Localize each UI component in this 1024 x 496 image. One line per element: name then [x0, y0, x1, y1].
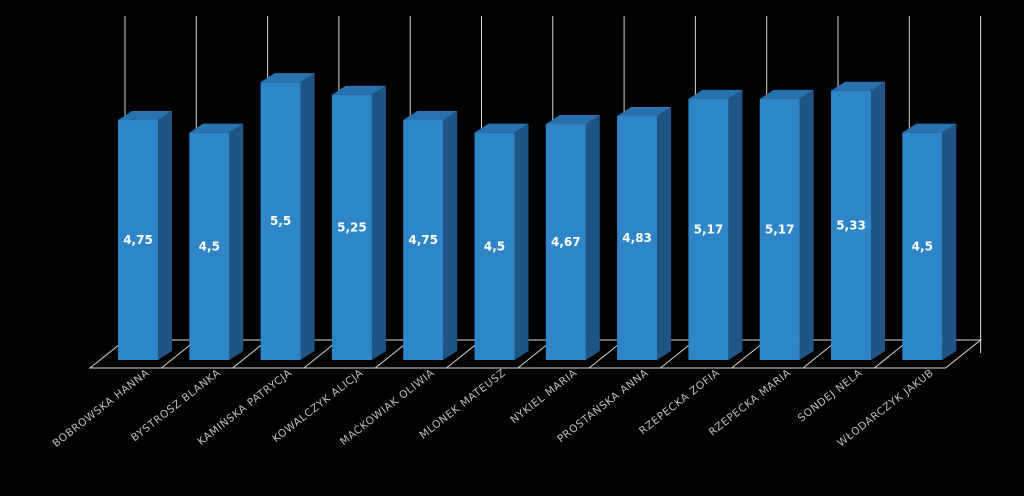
- bar: [118, 120, 158, 360]
- bar-top: [189, 123, 244, 133]
- data-label: 4,67: [551, 235, 581, 249]
- data-label: 4,83: [622, 231, 652, 245]
- bar: [831, 90, 871, 360]
- data-label: 5,5: [270, 214, 291, 228]
- bar-side: [514, 123, 529, 360]
- bar: [759, 98, 800, 360]
- bar-top: [831, 81, 885, 91]
- data-label: 4,75: [408, 233, 438, 247]
- data-label: 4,5: [484, 239, 505, 253]
- bar-side: [657, 107, 672, 360]
- bar-side: [585, 115, 600, 361]
- data-label: 5,25: [337, 220, 367, 234]
- bar-side: [443, 111, 458, 360]
- bar: [617, 116, 658, 360]
- data-label: 5,17: [694, 222, 724, 236]
- bar-side: [158, 111, 172, 360]
- data-label: 4,5: [199, 239, 220, 253]
- data-label: 4,75: [123, 233, 153, 247]
- data-label: 4,5: [912, 239, 933, 253]
- bar: [403, 120, 444, 360]
- bar: [688, 98, 729, 360]
- bar-side: [871, 81, 885, 360]
- bar: [545, 124, 586, 361]
- bar-side: [728, 89, 743, 360]
- bar: [331, 94, 372, 360]
- bar-top: [260, 73, 315, 83]
- x-tick-label: NYKIEL MARIA: [508, 367, 579, 427]
- data-label: 5,33: [836, 218, 866, 232]
- bar-side: [799, 89, 814, 360]
- bar-side: [371, 85, 386, 360]
- bar-top: [688, 89, 743, 99]
- bar: [260, 82, 301, 360]
- bar-side: [300, 73, 315, 360]
- data-label: 5,17: [765, 222, 795, 236]
- bar-side: [942, 123, 957, 360]
- bar-top: [902, 123, 957, 133]
- bar: [902, 132, 943, 360]
- bar-top: [545, 115, 600, 125]
- bar-top: [403, 111, 458, 121]
- bar-side: [229, 123, 244, 360]
- bar-top: [759, 89, 814, 99]
- bar-top: [617, 107, 672, 117]
- bar: [474, 132, 515, 360]
- bar-top: [474, 123, 529, 133]
- bar-top: [118, 111, 172, 121]
- bar: [189, 132, 230, 360]
- x-tick-label: SONDEJ NELA: [796, 367, 865, 425]
- bar-top: [331, 85, 386, 95]
